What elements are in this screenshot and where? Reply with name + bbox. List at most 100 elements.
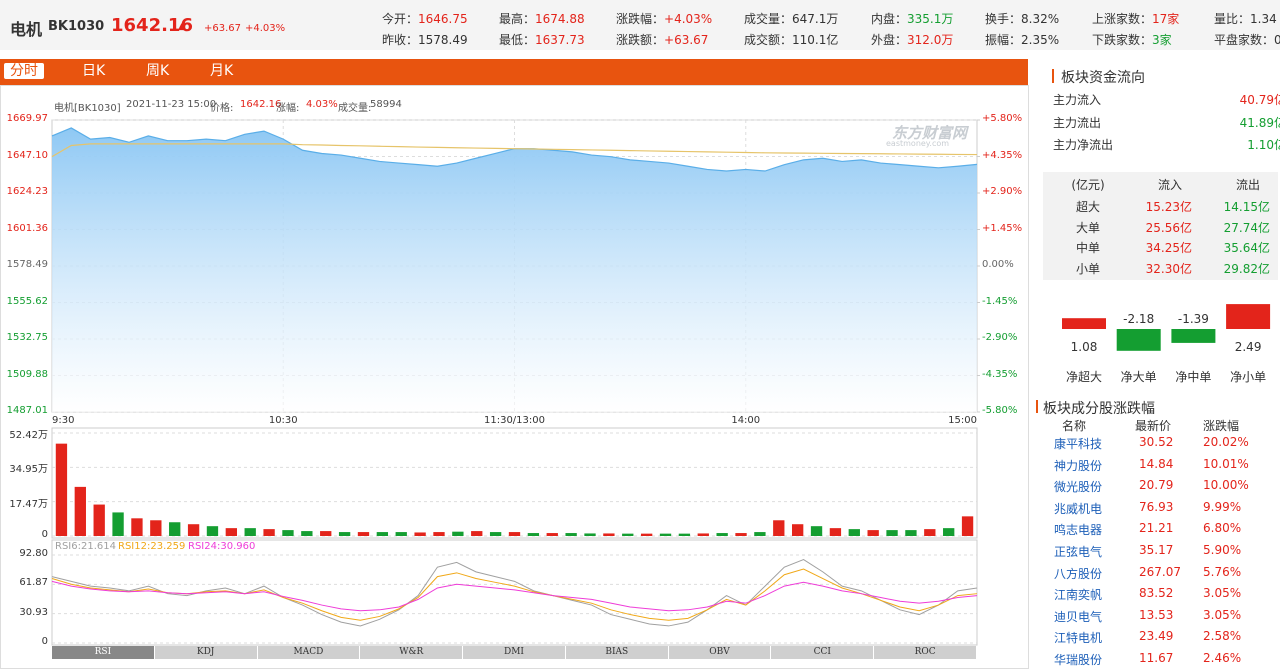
flow-table-cell: 中单 bbox=[1075, 241, 1101, 256]
net-flow-label: -1.39 bbox=[1177, 312, 1209, 326]
stat-value: +63.67 bbox=[664, 33, 709, 47]
section-title: 板块成分股涨跌幅 bbox=[1043, 401, 1155, 417]
stock-name[interactable]: 华瑞股份 bbox=[1054, 653, 1103, 667]
x-tick-label: 9:30 bbox=[52, 415, 75, 426]
volume-bar bbox=[792, 524, 804, 536]
stat-label: 下跌家数： bbox=[1092, 33, 1153, 47]
stock-name[interactable]: 微光股份 bbox=[1054, 480, 1103, 495]
flow-table-cell: 25.56亿 bbox=[1145, 220, 1192, 235]
chart-info: 4.03% bbox=[306, 99, 338, 110]
volume-bar bbox=[338, 532, 351, 536]
average-line bbox=[51, 143, 978, 158]
stat-label: 换手： bbox=[985, 12, 1022, 26]
stocks-header: 名称 bbox=[1062, 419, 1087, 433]
flow-label: 主力流出 bbox=[1053, 115, 1102, 130]
watermark-sub: eastmoney.com bbox=[886, 139, 950, 148]
stat-value: 3家 bbox=[1152, 33, 1172, 47]
rsi-frame bbox=[51, 539, 978, 646]
flow-table-cell: 大单 bbox=[1075, 220, 1101, 235]
indicator-tab[interactable]: ROC bbox=[874, 646, 976, 659]
flow-value: 40.79亿 bbox=[1239, 93, 1280, 107]
stock-name[interactable]: 神力股份 bbox=[1054, 458, 1103, 473]
volume-bar bbox=[546, 533, 558, 536]
y-tick-label: 1669.97 bbox=[6, 113, 48, 124]
indicator-tab[interactable]: W&R bbox=[360, 646, 463, 659]
section-title: 板块资金流向 bbox=[1061, 70, 1145, 86]
stock-name[interactable]: 江南奕帆 bbox=[1054, 588, 1103, 603]
stock-name[interactable]: 鸣志电器 bbox=[1054, 523, 1103, 538]
stock-name[interactable]: 兆威机电 bbox=[1054, 501, 1103, 516]
stat-label: 上涨家数： bbox=[1092, 12, 1153, 26]
stat: 成交量：647.1万 bbox=[744, 10, 838, 27]
stock-name[interactable]: 迪贝电气 bbox=[1054, 609, 1103, 624]
y-tick-label: 34.95万 bbox=[9, 464, 48, 476]
legend-entry: RSI12:23.259 bbox=[118, 541, 186, 552]
x-tick-label: 15:00 bbox=[948, 415, 977, 426]
tab[interactable]: 周K bbox=[146, 63, 170, 79]
indicator-tab[interactable]: MACD bbox=[257, 646, 360, 659]
flow-table-cell: 15.23亿 bbox=[1145, 200, 1192, 214]
indicator-tab[interactable]: BIAS bbox=[565, 646, 668, 659]
volume-bar bbox=[471, 531, 483, 536]
indicator-tab[interactable]: DMI bbox=[463, 646, 565, 659]
stat-label: 昨收： bbox=[382, 33, 419, 47]
volume-bar bbox=[55, 443, 68, 536]
stock-name[interactable]: 正弦电气 bbox=[1054, 545, 1103, 559]
stat-value: 110.1亿 bbox=[792, 33, 839, 47]
flow-table-cell: 小单 bbox=[1075, 262, 1101, 277]
volume-bar bbox=[584, 533, 596, 536]
stock-name[interactable]: 江特电机 bbox=[1054, 631, 1103, 646]
y-tick-label: 1555.62 bbox=[6, 295, 48, 307]
stat-value: 312.0万 bbox=[907, 33, 954, 47]
indicator-tab[interactable]: RSI bbox=[52, 646, 154, 659]
volume-bar bbox=[452, 531, 464, 536]
net-flow-label: 1.08 bbox=[1070, 340, 1098, 354]
stat: 最高：1674.88 bbox=[499, 10, 585, 27]
volume-bar bbox=[169, 522, 181, 536]
stat-label: 涨跌幅： bbox=[616, 12, 665, 26]
stock-cell: 23.49 bbox=[1139, 629, 1174, 644]
stock-name[interactable]: 八方股份 bbox=[1054, 566, 1103, 581]
volume-bar bbox=[716, 533, 728, 536]
chart-info: 涨幅: bbox=[276, 103, 300, 114]
flow-table-cell: 35.64亿 bbox=[1223, 241, 1270, 256]
stat-label: 最高： bbox=[499, 12, 536, 26]
y-tick-label: 1601.36 bbox=[6, 222, 48, 234]
volume-bar bbox=[754, 532, 766, 536]
indicator-tab[interactable]: OBV bbox=[668, 646, 771, 659]
stat-label: 量比： bbox=[1214, 12, 1251, 26]
flow-table-cell: 29.82亿 bbox=[1223, 262, 1270, 277]
up-arrow: ▲ bbox=[178, 22, 185, 32]
stock-name[interactable]: 康平科技 bbox=[1054, 437, 1103, 451]
y2-tick-label: +2.90% bbox=[982, 186, 1023, 197]
watermark: 东方财富网 bbox=[892, 124, 968, 142]
y2-tick-label: +5.80% bbox=[982, 113, 1023, 124]
y-tick-label: 1487.01 bbox=[6, 405, 48, 416]
indicator-tab[interactable]: CCI bbox=[771, 646, 874, 659]
rsi-line bbox=[51, 580, 978, 612]
stat-value: 8.32% bbox=[1021, 12, 1060, 26]
tab[interactable]: 月K bbox=[210, 63, 234, 79]
volume-bar bbox=[433, 532, 445, 536]
x-tick-label: 14:00 bbox=[731, 415, 761, 426]
flow-table-cell: 超大 bbox=[1075, 200, 1101, 214]
y-tick-label: 1509.88 bbox=[6, 368, 48, 380]
tab[interactable]: 日K bbox=[82, 63, 106, 79]
volume-bar bbox=[244, 528, 256, 536]
stat: 涨跌幅：+4.03% bbox=[616, 10, 712, 27]
tab[interactable]: 分时 bbox=[4, 63, 44, 79]
indicator-tab[interactable]: KDJ bbox=[154, 646, 257, 659]
flow-label: 主力净流出 bbox=[1053, 138, 1114, 152]
stat-value: 1.34 bbox=[1250, 12, 1277, 26]
volume-bar bbox=[489, 532, 502, 536]
chart-info: 58994 bbox=[370, 99, 402, 110]
stat-value: 1637.73 bbox=[535, 33, 585, 47]
volume-bar bbox=[961, 516, 974, 536]
flow-table-cell: 34.25亿 bbox=[1145, 241, 1192, 256]
stocks-header: 最新价 bbox=[1135, 419, 1172, 433]
stock-cell: 5.76% bbox=[1203, 564, 1242, 579]
stat: 平盘家数：0 bbox=[1214, 31, 1280, 48]
price-area bbox=[52, 127, 977, 412]
stat: 今开：1646.75 bbox=[382, 10, 468, 27]
x-tick-label: 11:30/13:00 bbox=[483, 415, 546, 426]
